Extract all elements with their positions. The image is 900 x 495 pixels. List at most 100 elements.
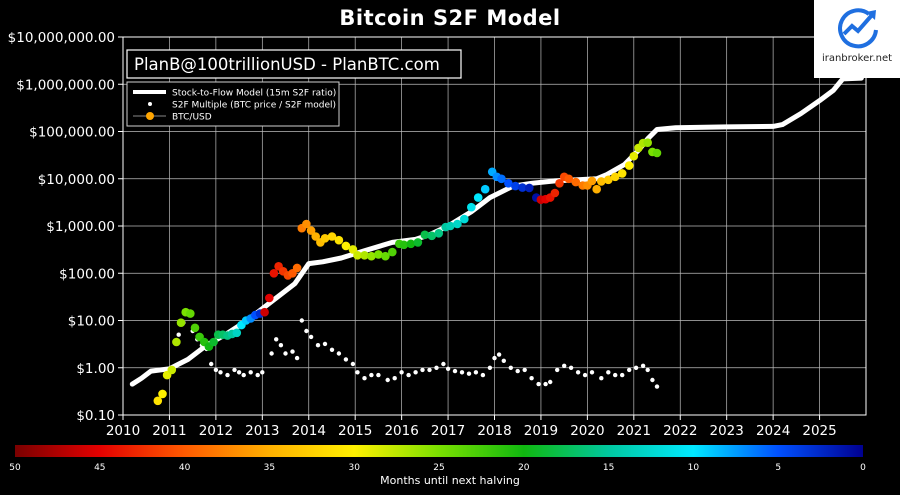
s2f-model-series <box>129 75 864 387</box>
x-tick-label: 2011 <box>152 423 186 439</box>
y-tick-label: $1,000,000.00 <box>16 77 115 93</box>
s2f-multiple-point <box>209 361 214 367</box>
btc-usd-point <box>643 138 652 147</box>
s2f-multiple-point <box>575 370 581 375</box>
legend: Stock-to-Flow Model (15m S2F ratio) S2F M… <box>126 81 340 127</box>
x-tick-label: 2013 <box>245 423 279 439</box>
btc-usd-point <box>167 365 177 375</box>
btc-usd-point <box>453 219 462 229</box>
s2f-multiple-point <box>613 372 618 378</box>
s2f-multiple-point <box>260 370 265 375</box>
s2f-multiple-point <box>218 370 223 375</box>
s2f-multiple-point <box>336 351 342 356</box>
btc-usd-point <box>587 176 597 186</box>
legend-frame <box>126 81 340 127</box>
s2f-multiple-point <box>496 352 502 357</box>
btc-usd-point <box>427 231 437 241</box>
s2f-multiple-point <box>399 370 404 375</box>
s2f-multiple-point <box>236 370 242 375</box>
watermark-logo: iranbroker.net <box>814 0 900 78</box>
x-tick-label: 2024 <box>756 423 790 439</box>
annotation-box: PlanB@100trillionUSD - PlanBTC.com <box>126 49 462 79</box>
btc-usd-point <box>209 337 218 347</box>
s2f-multiple-point <box>176 332 181 337</box>
btc-usd-point <box>176 318 186 328</box>
s2f-multiple-point <box>283 351 288 356</box>
btc-usd-point <box>592 184 601 194</box>
btc-usd-point <box>327 232 337 241</box>
s2f-multiple-point <box>329 347 335 352</box>
s2f-multiple-point <box>508 365 513 370</box>
s2f-multiple-point <box>452 368 458 374</box>
y-tick-label: $10,000.00 <box>38 172 115 188</box>
s2f-multiple-point <box>480 372 486 378</box>
s2f-multiple-point <box>536 381 541 387</box>
btc-usd-point <box>190 323 200 333</box>
s2f-multiple-point <box>548 379 553 385</box>
s2f-multiple-point <box>299 318 304 323</box>
s2f-multiple-point <box>620 372 625 378</box>
s2f-multiple-point <box>654 384 660 389</box>
s2f-multiple-point <box>529 376 534 381</box>
btc-usd-point <box>265 293 274 303</box>
x-tick-label: 2020 <box>570 423 604 439</box>
x-tick-label: 2023 <box>710 423 744 439</box>
y-tick-label: $1.00 <box>76 361 115 377</box>
s2f-multiple-point <box>350 361 356 367</box>
btc-usd-point <box>480 184 490 194</box>
y-tick-label: $100,000.00 <box>29 125 115 141</box>
btc-usd-point <box>232 328 242 338</box>
s2f-multiple-point <box>543 381 548 387</box>
s2f-multiple-point <box>650 377 655 383</box>
s2f-multiple-point <box>255 372 260 378</box>
btc-usd-point <box>460 214 469 224</box>
btc-usd-point <box>617 169 627 178</box>
chart-title: Bitcoin S2F Model <box>339 6 561 30</box>
x-tick-label: 2012 <box>199 423 233 439</box>
s2f-multiple-point <box>473 370 479 375</box>
legend-entry: S2F Multiple (BTC price / S2F model) <box>172 101 336 111</box>
s2f-multiple-point <box>294 355 300 361</box>
btc-usd-point <box>292 263 302 273</box>
btc-usd-point <box>652 148 662 158</box>
s2f-multiple-point <box>568 365 574 370</box>
s2f-multiple-point <box>555 367 560 373</box>
s2f-multiple-point <box>627 367 632 373</box>
s2f-multiple-point <box>582 372 588 378</box>
colorbar-tick-label: 45 <box>94 463 105 473</box>
annotation-frame <box>126 49 462 79</box>
s2f-multiple-point <box>459 370 465 375</box>
btc-usd-point <box>381 251 390 261</box>
btc-usd-point <box>610 172 620 182</box>
legend-entry: BTC/USD <box>172 113 212 123</box>
btc-usd-point <box>504 179 513 188</box>
s2f-multiple-point <box>599 376 604 381</box>
btc-usd-point <box>360 251 369 260</box>
legend-entry: Stock-to-Flow Model (15m S2F ratio) <box>172 89 336 99</box>
x-tick-label: 2015 <box>338 423 372 439</box>
s2f-multiple-point <box>487 365 493 370</box>
btc-usd-point <box>158 389 167 399</box>
legend-btc-swatch <box>146 112 154 120</box>
btc-usd-series <box>153 138 662 406</box>
s2f-multiple-point <box>385 377 390 383</box>
s2f-multiple-point <box>640 363 646 368</box>
s2f-multiple-point <box>445 366 451 371</box>
colorbar-tick-label: 20 <box>518 463 530 473</box>
colorbar-label: Months until next halving <box>380 474 520 487</box>
axes: $0.10 $1.00 $10.00 $100.00 $1,000.00 $10,000.… <box>8 30 867 439</box>
btc-usd-point <box>153 396 163 406</box>
x-tick-label: 2016 <box>384 423 418 439</box>
s2f-multiple-point <box>274 337 279 342</box>
colorbar-tick-label: 35 <box>264 463 275 473</box>
x-tick-label: 2021 <box>617 423 651 439</box>
btc-usd-point <box>473 193 483 202</box>
colorbar: 50 45 40 35 30 25 20 15 10 5 0 <box>9 445 866 473</box>
s2f-multiple-point <box>441 361 446 367</box>
s2f-multiple-point <box>278 343 284 348</box>
s2f-multiple-point <box>315 343 321 348</box>
btc-usd-point <box>511 181 520 191</box>
btc-usd-point <box>388 247 397 257</box>
s2f-multiple-point <box>427 367 432 373</box>
btc-usd-point <box>564 174 574 184</box>
